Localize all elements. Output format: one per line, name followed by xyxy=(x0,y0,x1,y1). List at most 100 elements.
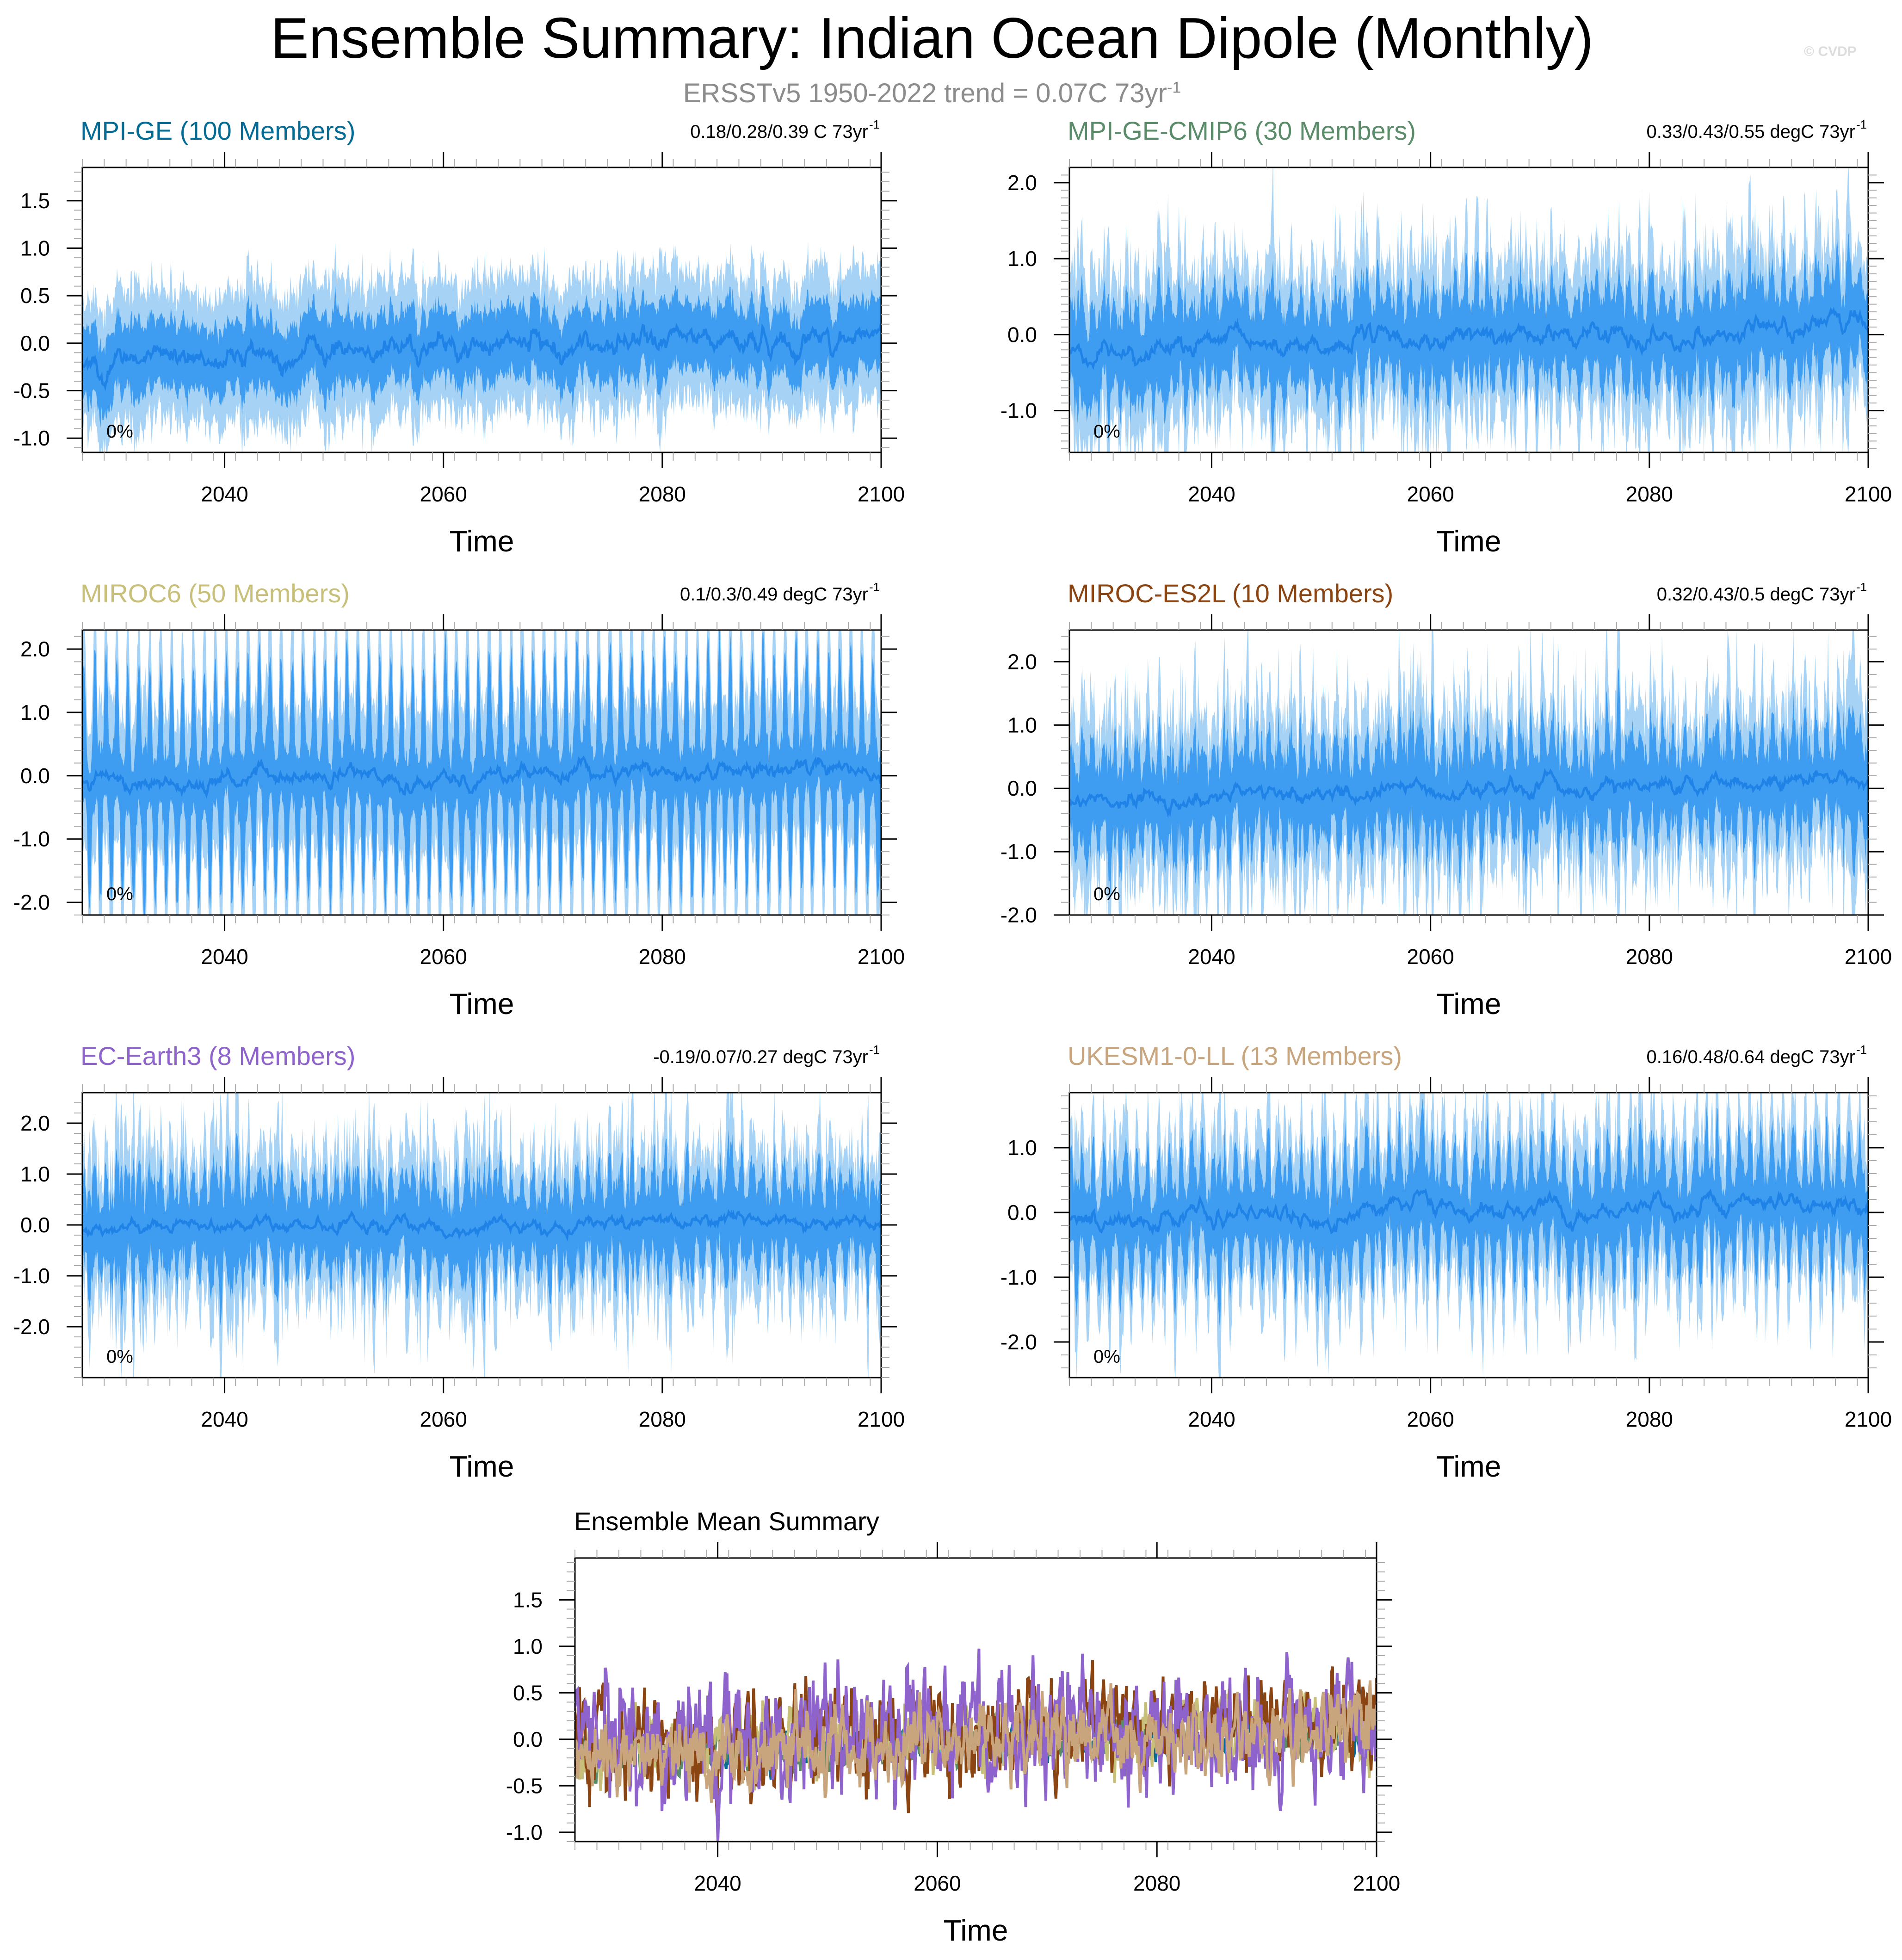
x-tick-label: 2100 xyxy=(858,1407,905,1431)
subtitle: ERSSTv5 1950-2022 trend = 0.07C 73yr-1 xyxy=(0,78,1864,109)
ensemble-mean-line xyxy=(1069,1188,1868,1236)
x-tick-label: 2040 xyxy=(201,482,248,506)
panel-2: 2040 2060 2080 2100 -1.0 0.0 1.0 2.0 Time MPI-GE-… xyxy=(1000,116,1892,558)
trend-exponent: -1 xyxy=(1856,580,1867,594)
plot-frame xyxy=(1068,167,1869,453)
y-tick-label: 1.0 xyxy=(1007,713,1037,737)
x-tick-label: 2060 xyxy=(1407,482,1454,506)
y-tick-label: 2.0 xyxy=(20,1111,50,1135)
trend-exponent: -1 xyxy=(1856,117,1867,131)
y-tick-label: 1.0 xyxy=(20,700,50,724)
y-tick-label: 0.0 xyxy=(513,1727,543,1751)
panel-title: MIROC-ES2L (10 Members) xyxy=(1068,579,1393,608)
x-tick-label: 2080 xyxy=(1626,945,1673,969)
y-tick-label: -1.0 xyxy=(13,1264,50,1288)
y-tick-label: 0.0 xyxy=(1007,322,1037,346)
y-tick-label: 0.0 xyxy=(20,1213,50,1237)
x-tick-label: 2080 xyxy=(1626,1407,1673,1431)
inner-band xyxy=(82,630,881,915)
y-tick-label: 1.0 xyxy=(1007,247,1037,271)
x-tick-label: 2100 xyxy=(858,945,905,969)
inner-band xyxy=(82,283,881,427)
panel-1: 2040 2060 2080 2100 -1.0 -0.5 0.0 0.5 1.0 1.5 Time… xyxy=(13,116,905,558)
y-tick-label: -0.5 xyxy=(13,379,50,403)
percent-label: 0% xyxy=(106,421,133,442)
x-tick-label: 2040 xyxy=(201,945,248,969)
x-tick-label: 2100 xyxy=(1845,1407,1892,1431)
y-tick-label: 1.0 xyxy=(20,1162,50,1186)
x-tick-label: 2040 xyxy=(1188,482,1235,506)
plot-frame xyxy=(81,629,882,916)
panel-4: 2040 2060 2080 2100 -2.0 -1.0 0.0 1.0 2.0 Time MIR… xyxy=(1000,579,1892,1020)
ensemble-mean-line xyxy=(1069,307,1868,371)
y-tick-label: -1.0 xyxy=(13,426,50,450)
trend-exponent: -1 xyxy=(1856,1043,1867,1057)
series-line-6 xyxy=(575,1680,1377,1803)
copyright-label: © CVDP xyxy=(1804,44,1857,59)
x-axis-title: Time xyxy=(450,1450,514,1483)
plot-frame xyxy=(81,167,882,453)
x-axis-title: Time xyxy=(450,987,514,1020)
x-tick-label: 2100 xyxy=(1845,945,1892,969)
x-tick-label: 2080 xyxy=(1626,482,1673,506)
ensemble-mean-line xyxy=(1069,768,1868,818)
x-tick-label: 2080 xyxy=(639,1407,686,1431)
trend-text: 0.32/0.43/0.5 degC 73yr xyxy=(1657,584,1855,605)
subtitle-exponent: -1 xyxy=(1167,79,1181,97)
percent-label: 0% xyxy=(1093,1347,1120,1367)
y-tick-label: -1.0 xyxy=(506,1820,543,1844)
y-tick-label: 0.0 xyxy=(1007,776,1037,800)
x-tick-label: 2100 xyxy=(1353,1871,1400,1895)
x-tick-label: 2060 xyxy=(1407,1407,1454,1431)
y-tick-label: 0.0 xyxy=(20,331,50,355)
x-tick-label: 2060 xyxy=(914,1871,961,1895)
x-tick-label: 2060 xyxy=(420,482,467,506)
trend-text: 0.18/0.28/0.39 C 73yr xyxy=(690,122,868,142)
x-axis-title: Time xyxy=(450,525,514,558)
main-title: Ensemble Summary: Indian Ocean Dipole (M… xyxy=(270,6,1594,70)
y-tick-label: -2.0 xyxy=(1000,903,1037,927)
x-axis-title: Time xyxy=(1437,525,1501,558)
x-axis-title: Time xyxy=(944,1914,1008,1947)
x-axis-title: Time xyxy=(1437,1450,1501,1483)
plot-frame xyxy=(1068,1092,1869,1379)
ensemble-mean-line xyxy=(82,322,881,391)
y-tick-label: 2.0 xyxy=(1007,649,1037,674)
inner-band xyxy=(1069,1098,1868,1331)
trend-text: -0.19/0.07/0.27 degC 73yr xyxy=(653,1047,868,1067)
y-tick-label: -1.0 xyxy=(1000,840,1037,864)
y-tick-label: 0.0 xyxy=(20,764,50,788)
panel-6: 2040 2060 2080 2100 -2.0 -1.0 0.0 1.0 Time UKESM1… xyxy=(1000,1041,1892,1483)
trend-exponent: -1 xyxy=(869,1043,880,1057)
ensemble-mean-line xyxy=(82,755,881,799)
y-tick-label: 2.0 xyxy=(1007,171,1037,195)
x-tick-label: 2080 xyxy=(639,945,686,969)
y-tick-label: -1.0 xyxy=(1000,399,1037,423)
inner-band xyxy=(1069,232,1868,452)
y-tick-label: -1.0 xyxy=(1000,1265,1037,1289)
x-tick-label: 2060 xyxy=(1407,945,1454,969)
y-tick-label: 0.0 xyxy=(1007,1200,1037,1224)
panel-3: 2040 2060 2080 2100 -2.0 -1.0 0.0 1.0 2.0 Time MIR… xyxy=(13,579,905,1020)
plot-frame xyxy=(1068,629,1869,916)
trend-text: 0.1/0.3/0.49 degC 73yr xyxy=(680,584,868,605)
y-tick-label: 1.0 xyxy=(1007,1136,1037,1160)
y-tick-label: -2.0 xyxy=(1000,1330,1037,1354)
panel-title: Ensemble Mean Summary xyxy=(574,1507,879,1536)
x-tick-label: 2060 xyxy=(420,945,467,969)
trend-text: 0.16/0.48/0.64 degC 73yr xyxy=(1647,1047,1855,1067)
x-tick-label: 2100 xyxy=(858,482,905,506)
percent-label: 0% xyxy=(106,1347,133,1367)
y-tick-label: 1.0 xyxy=(513,1634,543,1658)
panel-title: MPI-GE-CMIP6 (30 Members) xyxy=(1068,116,1416,145)
ensemble-mean-line xyxy=(82,1209,881,1242)
x-tick-label: 2080 xyxy=(1133,1871,1180,1895)
x-tick-label: 2040 xyxy=(201,1407,248,1431)
trend-exponent: -1 xyxy=(869,117,880,131)
y-tick-label: 1.5 xyxy=(513,1588,543,1612)
inner-band xyxy=(1069,667,1868,897)
panel-title: MIROC6 (50 Members) xyxy=(80,579,350,608)
y-tick-label: -1.0 xyxy=(13,827,50,851)
y-tick-label: 2.0 xyxy=(20,637,50,661)
